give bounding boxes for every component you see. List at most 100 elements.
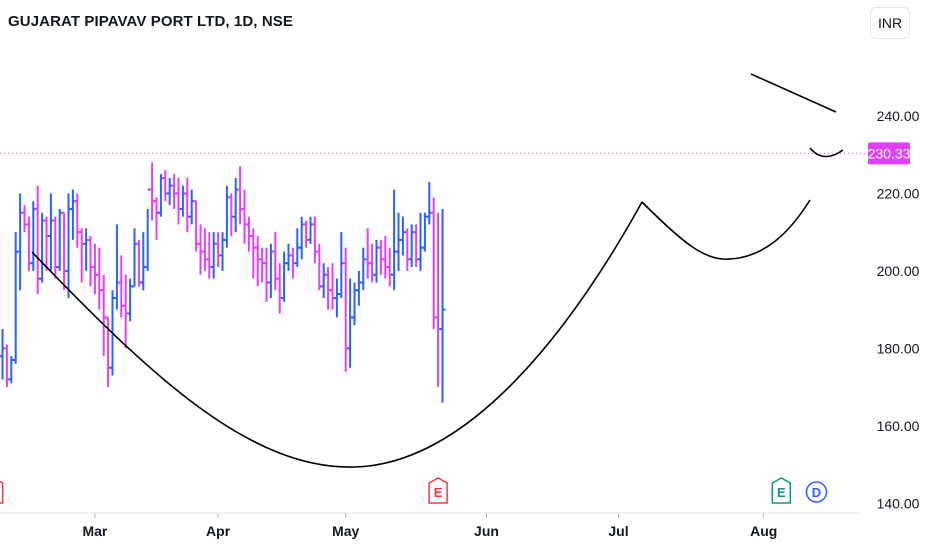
cup-curve-right bbox=[641, 199, 811, 261]
ohlc-bar bbox=[435, 212, 442, 388]
ex-dividend-badge[interactable]: E bbox=[771, 477, 792, 504]
y-tick-label: 220.00 bbox=[877, 185, 920, 201]
ohlc-bar bbox=[373, 239, 380, 283]
y-axis: 240.00 220.00 200.00 180.00 160.00 140.00 bbox=[877, 108, 920, 511]
ohlc-bar bbox=[228, 193, 235, 237]
ohlc-bar bbox=[0, 329, 6, 380]
ohlc-bar bbox=[382, 236, 389, 279]
ohlc-bar bbox=[320, 263, 327, 299]
ohlc-bar bbox=[175, 177, 182, 225]
ohlc-bar bbox=[272, 232, 279, 291]
ohlc-bar bbox=[219, 232, 226, 271]
ohlc-bar bbox=[369, 243, 376, 283]
ohlc-bar bbox=[127, 278, 134, 322]
ohlc-bar bbox=[338, 232, 345, 299]
ohlc-bar bbox=[21, 205, 28, 233]
ohlc-bar bbox=[347, 278, 354, 368]
ohlc-bar bbox=[386, 247, 393, 287]
ohlc-bar bbox=[162, 170, 169, 202]
ohlc-bar bbox=[43, 216, 50, 271]
last-price-label: 230.33 bbox=[868, 142, 911, 165]
ohlc-bar bbox=[404, 228, 411, 271]
last-price-text: 230.33 bbox=[868, 145, 911, 161]
ohlc-bar bbox=[254, 236, 261, 287]
ohlc-bar bbox=[430, 197, 437, 330]
ohlc-bar bbox=[439, 208, 446, 403]
ohlc-bar bbox=[61, 211, 68, 291]
y-tick-label: 200.00 bbox=[877, 263, 920, 279]
y-tick-label: 240.00 bbox=[877, 108, 920, 124]
ohlc-bar bbox=[78, 228, 85, 283]
y-tick-label: 140.00 bbox=[877, 495, 920, 511]
x-tick-label: Mar bbox=[82, 523, 107, 539]
ohlc-bar bbox=[333, 278, 340, 318]
ohlc-bar bbox=[122, 274, 129, 349]
ohlc-bar bbox=[276, 263, 283, 314]
ohlc-bar bbox=[210, 232, 217, 279]
ohlc-bar bbox=[241, 189, 248, 244]
ohlc-bar bbox=[263, 247, 270, 302]
earnings-badge[interactable]: E bbox=[428, 477, 448, 504]
ohlc-bar bbox=[232, 177, 239, 233]
ohlc-bar bbox=[52, 216, 59, 279]
ohlc-bar bbox=[87, 236, 94, 287]
ohlc-bar bbox=[17, 193, 24, 291]
event-badges: EEED bbox=[0, 477, 828, 504]
ohlc-bar bbox=[316, 243, 323, 291]
ohlc-bar bbox=[153, 197, 160, 240]
ohlc-bar bbox=[245, 216, 252, 252]
ohlc-bar bbox=[223, 185, 230, 248]
ohlc-bar bbox=[197, 224, 204, 275]
resistance-trendline bbox=[750, 73, 837, 113]
ohlc-bar bbox=[408, 224, 415, 268]
ohlc-bar bbox=[259, 247, 266, 283]
badge-label: E bbox=[434, 485, 443, 500]
ohlc-bar bbox=[395, 212, 402, 271]
ohlc-bar bbox=[131, 228, 138, 288]
ohlc-bar bbox=[157, 174, 164, 217]
ohlc-bar bbox=[237, 166, 244, 225]
ohlc-bar bbox=[307, 216, 314, 244]
badge-label: E bbox=[777, 485, 786, 500]
ohlc-bar bbox=[201, 228, 208, 271]
ohlc-bar bbox=[298, 216, 305, 260]
ohlc-bar bbox=[118, 255, 125, 318]
badge-label: D bbox=[812, 485, 821, 500]
ohlc-bar bbox=[311, 216, 318, 264]
earnings-badge[interactable]: E bbox=[0, 478, 4, 504]
dividend-badge[interactable]: D bbox=[805, 481, 828, 503]
ohlc-bar bbox=[100, 274, 107, 357]
x-tick-label: Jul bbox=[608, 523, 628, 539]
ohlc-bar bbox=[69, 189, 76, 240]
pattern-drawings bbox=[31, 73, 844, 468]
ohlc-bar bbox=[74, 193, 81, 248]
ohlc-bar bbox=[3, 344, 10, 388]
ohlc-bar bbox=[360, 247, 367, 291]
x-tick-label: Aug bbox=[750, 523, 777, 539]
ohlc-bar bbox=[171, 174, 178, 209]
ohlc-bar bbox=[206, 232, 213, 279]
ohlc-bar bbox=[96, 247, 103, 310]
x-tick-label: Jun bbox=[474, 523, 499, 539]
ohlc-bar bbox=[184, 177, 191, 233]
last-price-box bbox=[868, 142, 910, 165]
ohlc-bar bbox=[56, 208, 63, 271]
ohlc-bar bbox=[391, 189, 398, 291]
ohlc-bar bbox=[285, 243, 292, 271]
ohlc-bar bbox=[325, 267, 332, 310]
ohlc-bar bbox=[188, 189, 195, 225]
x-axis: Mar Apr May Jun Jul Aug bbox=[0, 512, 860, 539]
ohlc-bar bbox=[179, 185, 186, 217]
y-tick-label: 180.00 bbox=[877, 340, 920, 356]
ohlc-bar bbox=[281, 251, 288, 302]
ohlc-bar bbox=[426, 181, 433, 225]
ohlc-bar bbox=[149, 162, 156, 221]
ohlc-bar bbox=[83, 228, 90, 271]
ohlc-bar bbox=[250, 228, 257, 279]
ohlc-bars bbox=[0, 162, 446, 403]
currency-button[interactable]: INR bbox=[870, 7, 910, 39]
ohlc-bar bbox=[342, 247, 349, 372]
ohlc-bar bbox=[364, 228, 371, 279]
ohlc-bar bbox=[417, 212, 424, 271]
